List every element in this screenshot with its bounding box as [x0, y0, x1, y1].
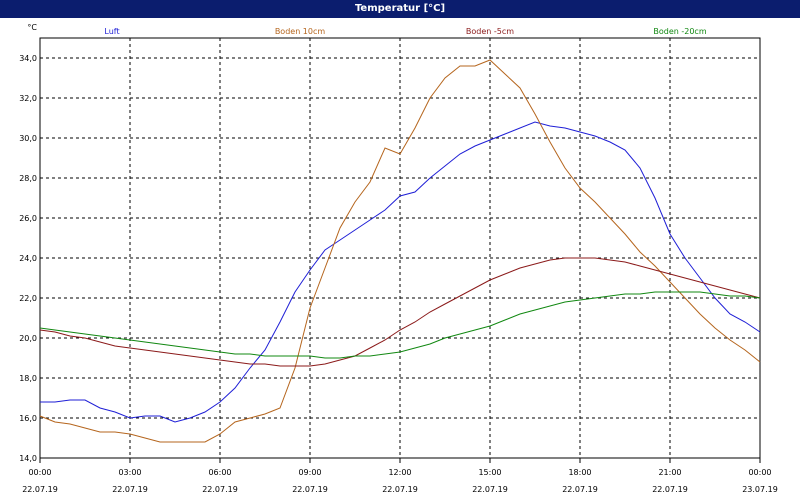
x-tick-date: 23.07.19 — [742, 485, 778, 494]
x-tick-time: 21:00 — [658, 468, 681, 477]
x-tick-time: 00:00 — [28, 468, 51, 477]
y-tick-label: 26,0 — [19, 214, 37, 223]
legend-entry: Boden -5cm — [466, 27, 514, 36]
y-tick-label: 22,0 — [19, 294, 37, 303]
y-tick-label: 30,0 — [19, 134, 37, 143]
x-tick-date: 22.07.19 — [652, 485, 688, 494]
series-line — [39, 291, 761, 359]
chart-title: Temperatur [°C] — [0, 0, 800, 18]
x-tick-date: 22.07.19 — [22, 485, 58, 494]
x-tick-time: 03:00 — [118, 468, 141, 477]
x-tick-time: 12:00 — [388, 468, 411, 477]
x-tick-date: 22.07.19 — [472, 485, 508, 494]
series-line — [40, 121, 761, 423]
x-tick-time: 00:00 — [748, 468, 771, 477]
axes: 14,0 16,0 18,0 20,0 22,0 24,0 26,0 28,0 30,0 32,0… — [19, 23, 778, 494]
legend: Luft Boden 10cm Boden -5cm Boden -20cm — [104, 27, 706, 36]
x-tick-time: 15:00 — [478, 468, 501, 477]
x-tick-date: 22.07.19 — [292, 485, 328, 494]
y-tick-label: 34,0 — [19, 54, 37, 63]
series-line — [39, 257, 761, 367]
y-tick-label: 14,0 — [19, 454, 37, 463]
y-tick-label: 20,0 — [19, 334, 37, 343]
legend-entry: Boden 10cm — [275, 27, 326, 36]
x-tick-date: 22.07.19 — [382, 485, 418, 494]
x-tick-date: 22.07.19 — [562, 485, 598, 494]
y-unit-label: °C — [27, 23, 37, 32]
x-tick-time: 06:00 — [208, 468, 231, 477]
series-lines — [39, 59, 761, 443]
x-tick-date: 22.07.19 — [202, 485, 238, 494]
x-tick-date: 22.07.19 — [112, 485, 148, 494]
y-tick-label: 24,0 — [19, 254, 37, 263]
y-tick-label: 18,0 — [19, 374, 37, 383]
x-tick-time: 09:00 — [298, 468, 321, 477]
y-tick-label: 28,0 — [19, 174, 37, 183]
y-tick-label: 32,0 — [19, 94, 37, 103]
legend-entry: Luft — [104, 27, 119, 36]
y-tick-label: 16,0 — [19, 414, 37, 423]
grid — [39, 37, 761, 459]
x-tick-time: 18:00 — [568, 468, 591, 477]
legend-entry: Boden -20cm — [653, 27, 706, 36]
series-line — [39, 59, 761, 443]
